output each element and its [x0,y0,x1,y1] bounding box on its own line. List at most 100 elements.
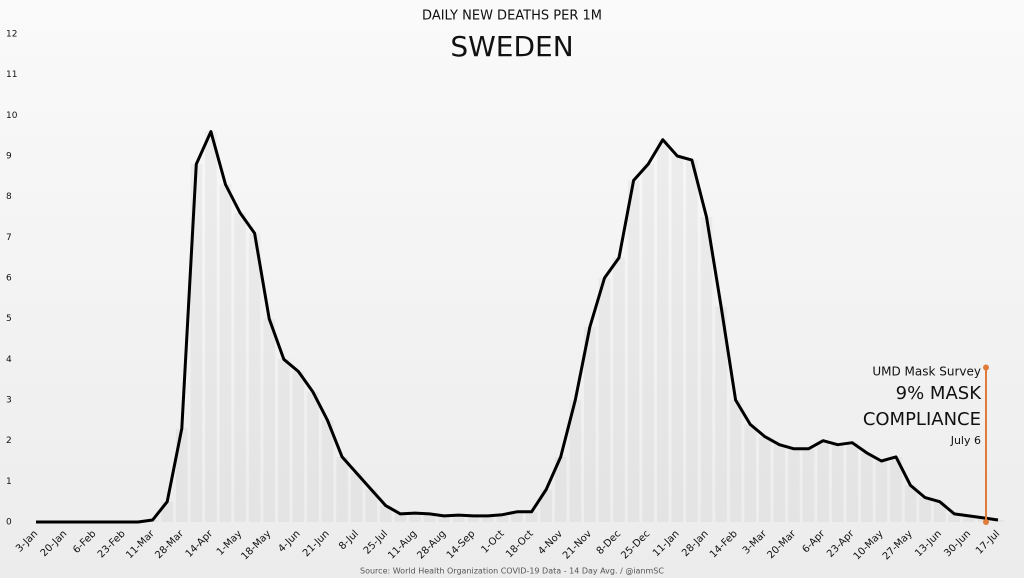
x-tick-label: 3-Jan [14,528,40,554]
chart-supertitle: DAILY NEW DEATHS PER 1M [422,9,602,24]
x-tick-label: 28-Aug [415,528,448,561]
bar [963,515,975,522]
x-tick-label: 30-Jun [942,528,973,559]
y-tick-label: 9 [6,152,12,162]
bar [744,424,757,522]
x-tick-label: 14-Sep [445,528,478,561]
x-tick-label: 4-Jun [276,528,302,554]
bar [394,513,407,522]
bar [248,233,261,522]
bar [598,278,611,522]
bar [263,318,276,522]
bar [511,511,523,522]
annotation-text: COMPLIANCE [863,409,981,430]
bar [860,452,873,522]
y-tick-label: 11 [6,70,17,80]
bar [613,257,625,522]
bar [336,456,348,522]
x-tick-label: 18-Oct [504,528,536,560]
x-tick-label: 11-Mar [124,528,157,561]
x-tick-label: 20-Mar [766,528,799,561]
bar [307,391,319,522]
bar [715,306,727,522]
bar [773,444,786,522]
bar [438,515,450,522]
bar [409,513,421,522]
bar [584,326,596,522]
bar [569,400,582,522]
x-tick-label: 8-Jul [337,528,361,552]
y-tick-label: 3 [6,396,12,406]
bar [219,184,232,522]
x-tick-label: 6-Apr [800,528,828,556]
bar [175,428,188,522]
x-tick-label: 18-May [240,528,274,562]
y-tick-label: 5 [6,314,12,324]
bar [977,517,990,522]
y-tick-label: 8 [6,192,12,202]
y-tick-label: 6 [6,274,12,284]
chart-title: SWEDEN [450,30,573,63]
bar [627,180,640,522]
bar [919,497,931,522]
x-tick-label: 28-Mar [153,528,186,561]
bar [277,359,290,522]
bar [642,164,655,522]
bar [379,505,392,522]
y-tick-label: 2 [6,436,12,446]
bar [190,164,203,522]
bar [817,440,829,522]
bar [554,456,567,522]
x-tick-label: 20-Jan [39,528,70,559]
x-tick-label: 13-Jun [913,528,944,559]
x-tick-label: 25-Jul [362,528,390,556]
y-tick-label: 0 [6,518,12,528]
bar [321,420,334,522]
bar [350,473,363,522]
x-tick-label: 11-Jan [651,528,682,559]
x-tick-label: 8-Dec [595,528,624,557]
bar [205,131,217,522]
x-tick-label: 14-Apr [184,528,216,560]
bar [496,514,509,522]
bar [788,448,800,522]
x-tick-label: 11-Aug [386,528,419,561]
bar [904,485,917,522]
x-tick-label: 27-May [881,528,915,562]
y-tick-label: 7 [6,233,12,243]
bar [890,456,902,522]
line [36,130,999,524]
annotation-text: 9% MASK [896,383,983,404]
annotation-dot [983,519,989,525]
bar [686,160,698,523]
bar [452,515,465,522]
x-tick-label: 21-Nov [561,528,594,561]
bar [540,489,552,522]
bar [729,400,742,522]
bar [365,489,378,522]
x-tick-label: 25-Dec [619,528,652,561]
x-tick-label: 14-Feb [708,528,740,560]
annotation-text: UMD Mask Survey [872,365,981,379]
x-tick-label: 6-Feb [71,528,98,555]
x-tick-label: 17-Jul [974,528,1002,556]
x-tick-label: 21-Jun [301,528,332,559]
bar [948,513,961,522]
bar [292,371,305,522]
annotation-dot [983,364,989,371]
y-tick-label: 10 [6,111,18,121]
bar [671,156,684,522]
y-tick-label: 12 [6,30,17,40]
bar [758,436,771,522]
bar [933,501,946,522]
x-tick-label: 1-Oct [479,528,506,555]
bar [802,448,815,522]
y-tick-label: 1 [6,477,12,487]
bar [423,513,436,522]
y-tick-label: 4 [6,355,12,365]
annotation-text: July 6 [950,434,981,447]
bar [831,444,844,522]
bar [992,519,1004,522]
bar [700,217,713,522]
